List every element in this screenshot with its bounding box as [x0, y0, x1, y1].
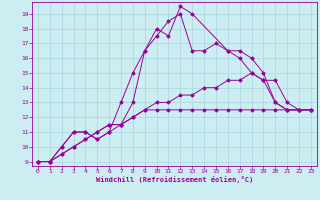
- X-axis label: Windchill (Refroidissement éolien,°C): Windchill (Refroidissement éolien,°C): [96, 176, 253, 183]
